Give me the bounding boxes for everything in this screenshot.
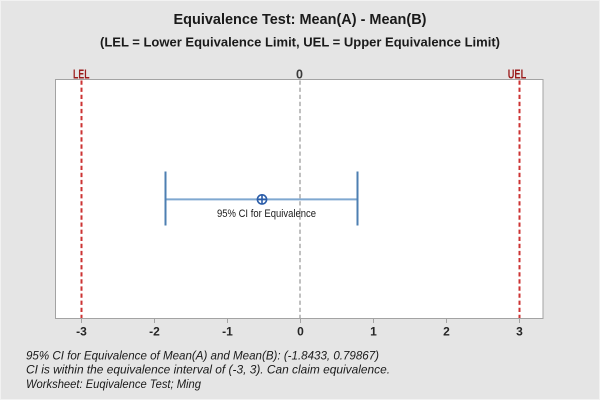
svg-text:(LEL = Lower Equivalence Limit: (LEL = Lower Equivalence Limit, UEL = Up… — [100, 34, 500, 49]
svg-text:1: 1 — [370, 325, 377, 339]
svg-text:95% CI for Equivalence: 95% CI for Equivalence — [217, 208, 316, 220]
svg-text:-3: -3 — [76, 325, 87, 339]
svg-text:LEL: LEL — [73, 67, 90, 81]
svg-text:CI is within the equivalence i: CI is within the equivalence interval of… — [26, 363, 390, 377]
svg-text:-2: -2 — [149, 325, 160, 339]
svg-text:95% CI for Equivalence of Mean: 95% CI for Equivalence of Mean(A) and Me… — [26, 348, 379, 362]
svg-text:-1: -1 — [222, 325, 233, 339]
svg-text:2: 2 — [443, 325, 450, 339]
svg-text:0: 0 — [296, 67, 303, 81]
svg-text:Worksheet: Euqivalence Test; M: Worksheet: Euqivalence Test; Ming — [26, 377, 201, 391]
svg-text:UEL: UEL — [508, 67, 527, 81]
svg-text:Equivalence Test: Mean(A) - Me: Equivalence Test: Mean(A) - Mean(B) — [174, 12, 427, 28]
svg-text:0: 0 — [297, 325, 304, 339]
svg-text:3: 3 — [516, 325, 523, 339]
